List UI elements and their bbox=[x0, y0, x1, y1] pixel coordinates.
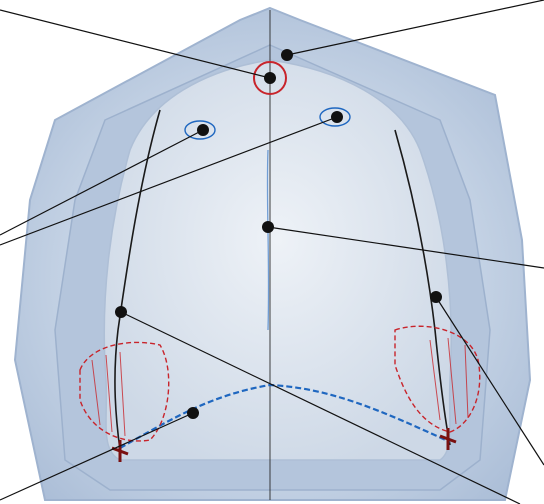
dot-left-ridge-crest bbox=[430, 291, 442, 303]
right-rugae-mark bbox=[184, 120, 216, 140]
leader-raphe bbox=[267, 226, 544, 269]
leader-papilla bbox=[0, 9, 271, 79]
leader-right-ridge bbox=[120, 311, 521, 504]
left-hamular-cross bbox=[439, 428, 457, 450]
dot-midpalatal-raphe bbox=[262, 221, 274, 233]
right-relief-hatch bbox=[91, 351, 126, 437]
left-ridge-line bbox=[394, 129, 451, 446]
leader-right-rugae bbox=[0, 129, 204, 236]
leader-seal bbox=[0, 412, 194, 501]
dot-incisive-papilla bbox=[264, 72, 276, 84]
left-rugae-mark bbox=[319, 107, 351, 127]
right-relief-area bbox=[79, 341, 170, 442]
dot-posterior-palatal-seal bbox=[187, 407, 199, 419]
posterior-palatal-seal-line bbox=[119, 383, 451, 449]
papilla-relief bbox=[253, 61, 287, 95]
callout-dots bbox=[115, 49, 442, 419]
dot-right-ridge-crest bbox=[115, 306, 127, 318]
leader-left-ridge bbox=[435, 296, 544, 466]
left-relief-area bbox=[394, 325, 481, 433]
palate-surface bbox=[103, 59, 452, 461]
dot-frenum-notch bbox=[281, 49, 293, 61]
leader-notch bbox=[286, 0, 544, 56]
left-relief-hatch bbox=[429, 337, 469, 425]
leader-left-rugae bbox=[0, 116, 338, 246]
dot-left-rugae bbox=[331, 111, 343, 123]
dot-right-rugae bbox=[197, 124, 209, 136]
right-hamular-cross bbox=[111, 440, 129, 462]
